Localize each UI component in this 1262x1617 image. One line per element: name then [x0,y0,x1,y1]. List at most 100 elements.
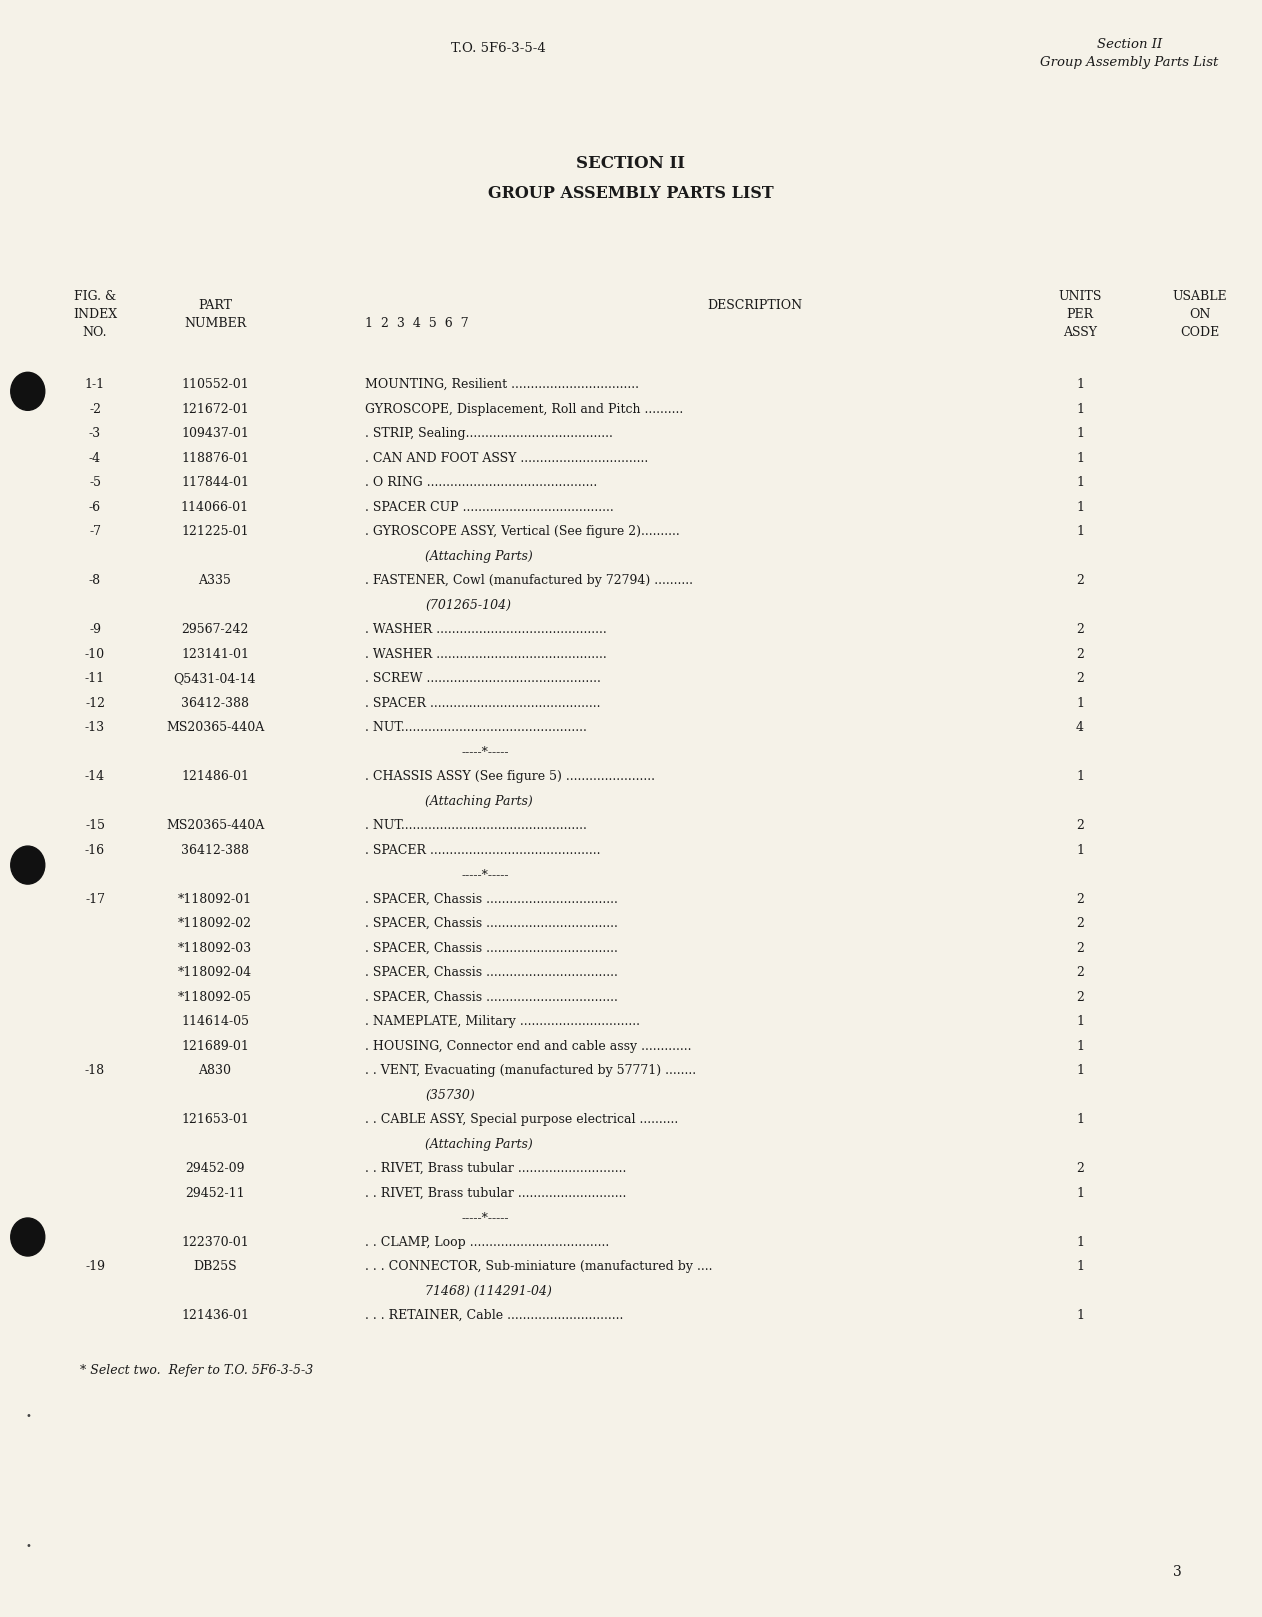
Text: Q5431-04-14: Q5431-04-14 [174,673,256,686]
Text: ON: ON [1189,307,1210,322]
Text: NO.: NO. [83,327,107,340]
Text: UNITS: UNITS [1059,289,1102,302]
Text: 4: 4 [1076,721,1084,734]
Text: *118092-03: *118092-03 [178,941,252,954]
Text: 2: 2 [1076,574,1084,587]
Text: 110552-01: 110552-01 [182,378,249,391]
Text: 36412-388: 36412-388 [180,697,249,710]
Text: MS20365-440A: MS20365-440A [165,818,264,833]
Text: 29452-11: 29452-11 [186,1187,245,1200]
Text: . SPACER ............................................: . SPACER ...............................… [365,697,601,710]
Text: . SCREW .............................................: . SCREW ................................… [365,673,601,686]
Text: •: • [25,1541,32,1551]
Text: 1: 1 [1076,1235,1084,1248]
Text: 1  2  3  4  5  6  7: 1 2 3 4 5 6 7 [365,317,468,330]
Text: -8: -8 [88,574,101,587]
Text: -3: -3 [88,427,101,440]
Text: 1: 1 [1076,378,1084,391]
Text: *118092-05: *118092-05 [178,991,252,1004]
Text: •: • [25,1412,32,1421]
Text: . SPACER, Chassis ..................................: . SPACER, Chassis ......................… [365,893,618,906]
Text: -----*-----: -----*----- [461,868,509,881]
Text: -15: -15 [85,818,105,833]
Text: 2: 2 [1076,818,1084,833]
Text: MS20365-440A: MS20365-440A [165,721,264,734]
Text: FIG. &: FIG. & [74,289,116,302]
Text: 1: 1 [1076,770,1084,783]
Text: . NUT................................................: . NUT...................................… [365,721,587,734]
Text: 36412-388: 36412-388 [180,844,249,857]
Text: 121225-01: 121225-01 [182,526,249,538]
Text: 114066-01: 114066-01 [180,501,249,514]
Text: 118876-01: 118876-01 [180,451,249,464]
Text: 121653-01: 121653-01 [180,1112,249,1125]
Text: PART: PART [198,299,232,312]
Text: 1: 1 [1076,1260,1084,1273]
Text: INDEX: INDEX [73,307,117,322]
Text: 114614-05: 114614-05 [180,1015,249,1028]
Text: -14: -14 [85,770,105,783]
Text: -10: -10 [85,647,105,660]
Text: MOUNTING, Resilient .................................: MOUNTING, Resilient ....................… [365,378,639,391]
Text: 71468) (114291-04): 71468) (114291-04) [425,1284,551,1297]
Text: 121486-01: 121486-01 [180,770,249,783]
Text: 2: 2 [1076,893,1084,906]
Text: 1: 1 [1076,427,1084,440]
Text: 1: 1 [1076,1064,1084,1077]
Text: . GYROSCOPE ASSY, Vertical (See figure 2)..........: . GYROSCOPE ASSY, Vertical (See figure 2… [365,526,680,538]
Text: *118092-02: *118092-02 [178,917,252,930]
Text: *118092-04: *118092-04 [178,965,252,978]
Text: (Attaching Parts): (Attaching Parts) [425,550,533,563]
Text: . . . RETAINER, Cable ..............................: . . . RETAINER, Cable ..................… [365,1310,623,1323]
Text: . . . CONNECTOR, Sub-miniature (manufactured by ....: . . . CONNECTOR, Sub-miniature (manufact… [365,1260,713,1273]
Text: 1: 1 [1076,501,1084,514]
Text: Section II: Section II [1097,39,1162,52]
Text: -13: -13 [85,721,105,734]
Text: * Select two.  Refer to T.O. 5F6-3-5-3: * Select two. Refer to T.O. 5F6-3-5-3 [80,1363,313,1376]
Ellipse shape [11,1218,44,1256]
Text: . O RING ............................................: . O RING ...............................… [365,475,597,488]
Text: . FASTENER, Cowl (manufactured by 72794) ..........: . FASTENER, Cowl (manufactured by 72794)… [365,574,693,587]
Text: . SPACER, Chassis ..................................: . SPACER, Chassis ......................… [365,991,618,1004]
Text: 117844-01: 117844-01 [180,475,249,488]
Text: 1: 1 [1076,1310,1084,1323]
Text: . WASHER ............................................: . WASHER ...............................… [365,647,607,660]
Text: (701265-104): (701265-104) [425,598,511,611]
Text: . CAN AND FOOT ASSY .................................: . CAN AND FOOT ASSY ....................… [365,451,649,464]
Text: . SPACER, Chassis ..................................: . SPACER, Chassis ......................… [365,965,618,978]
Text: . WASHER ............................................: . WASHER ...............................… [365,623,607,635]
Text: . . VENT, Evacuating (manufactured by 57771) ........: . . VENT, Evacuating (manufactured by 57… [365,1064,697,1077]
Ellipse shape [11,846,44,884]
Text: A830: A830 [198,1064,231,1077]
Text: 122370-01: 122370-01 [182,1235,249,1248]
Text: . . CABLE ASSY, Special purpose electrical ..........: . . CABLE ASSY, Special purpose electric… [365,1112,678,1125]
Text: -18: -18 [85,1064,105,1077]
Text: . NUT................................................: . NUT...................................… [365,818,587,833]
Text: 1: 1 [1076,844,1084,857]
Text: 1: 1 [1076,1040,1084,1053]
Text: 109437-01: 109437-01 [180,427,249,440]
Text: 1: 1 [1076,697,1084,710]
Text: Group Assembly Parts List: Group Assembly Parts List [1040,57,1219,70]
Text: -16: -16 [85,844,105,857]
Text: 2: 2 [1076,647,1084,660]
Text: *118092-01: *118092-01 [178,893,252,906]
Text: (Attaching Parts): (Attaching Parts) [425,1137,533,1151]
Text: 2: 2 [1076,917,1084,930]
Text: PER: PER [1066,307,1094,322]
Text: CODE: CODE [1180,327,1219,340]
Text: 121689-01: 121689-01 [180,1040,249,1053]
Text: GROUP ASSEMBLY PARTS LIST: GROUP ASSEMBLY PARTS LIST [488,184,774,202]
Text: -12: -12 [85,697,105,710]
Text: 1: 1 [1076,403,1084,416]
Text: 123141-01: 123141-01 [180,647,249,660]
Text: 2: 2 [1076,1163,1084,1176]
Text: SECTION II: SECTION II [577,155,685,171]
Text: 1: 1 [1076,526,1084,538]
Text: . SPACER ............................................: . SPACER ...............................… [365,844,601,857]
Text: -17: -17 [85,893,105,906]
Text: -----*-----: -----*----- [461,1211,509,1224]
Text: . . RIVET, Brass tubular ............................: . . RIVET, Brass tubular ...............… [365,1163,626,1176]
Text: 29567-242: 29567-242 [182,623,249,635]
Text: -2: -2 [90,403,101,416]
